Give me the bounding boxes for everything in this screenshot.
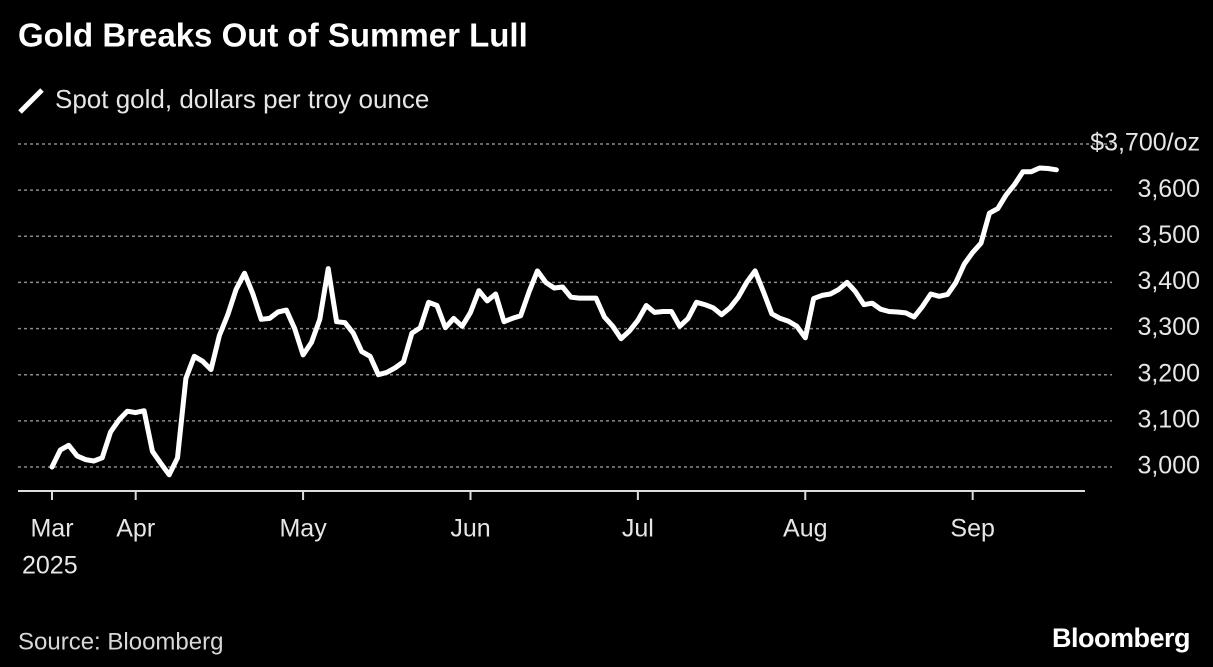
y-tick-label: 3,300 xyxy=(1137,313,1200,341)
legend-swatch xyxy=(18,88,44,114)
y-tick-label: 3,200 xyxy=(1137,359,1200,387)
y-tick-label: 3,600 xyxy=(1137,175,1200,203)
y-tick-label: 3,000 xyxy=(1137,452,1200,480)
x-tick-label: Apr xyxy=(116,515,155,543)
x-tick-label: Jul xyxy=(622,515,654,543)
x-tick-label: Aug xyxy=(783,515,827,543)
x-tick-label: Sep xyxy=(950,515,994,543)
x-tick-label: Jun xyxy=(450,515,490,543)
y-tick-label: 3,100 xyxy=(1137,405,1200,433)
legend-label: Spot gold, dollars per troy ounce xyxy=(55,84,429,114)
series-line xyxy=(49,165,1059,478)
brand: Bloomberg xyxy=(1052,623,1190,653)
y-tick-label: $3,700/oz xyxy=(1090,129,1200,157)
y-tick-label: 3,400 xyxy=(1137,267,1200,295)
source: Source: Bloomberg xyxy=(18,628,223,655)
y-tick-label: 3,500 xyxy=(1137,221,1200,249)
chart-title: Gold Breaks Out of Summer Lull xyxy=(18,17,528,54)
x-year-label: 2025 xyxy=(22,552,78,580)
x-tick-label: May xyxy=(279,515,327,543)
x-tick-label: Mar xyxy=(30,515,73,543)
